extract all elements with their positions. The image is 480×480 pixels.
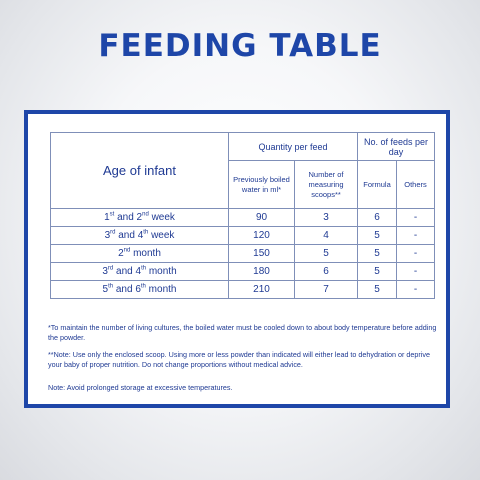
scoops-column-header: Number of measuring scoops**	[293, 160, 359, 209]
water-cell: 90	[228, 208, 295, 227]
age-of-infant-header: Age of infant	[50, 132, 229, 209]
water-cell: 210	[228, 280, 295, 299]
table-row: 1st and 2nd week 90 3 6 -	[50, 208, 436, 227]
quantity-per-feed-header: Quantity per feed	[227, 132, 359, 161]
formula-cell: 5	[357, 280, 398, 299]
age-cell: 2nd month	[50, 244, 229, 263]
storage-note: Note: Avoid prolonged storage at excessi…	[48, 383, 233, 392]
others-cell: -	[396, 280, 436, 299]
formula-cell: 5	[357, 244, 398, 263]
age-cell: 3rd and 4th week	[50, 226, 229, 245]
scoops-cell: 3	[293, 208, 359, 227]
others-cell: -	[396, 208, 436, 227]
table-row: 3rd and 4th week 120 4 5 -	[50, 226, 436, 245]
water-column-header: Previously boiled water in ml*	[228, 160, 295, 209]
table-row: 5th and 6th month 210 7 5 -	[50, 280, 436, 299]
scoops-cell: 7	[293, 280, 359, 299]
table-row: 2nd month 150 5 5 -	[50, 244, 436, 263]
scoops-cell: 6	[293, 262, 359, 281]
scoops-cell: 4	[293, 226, 359, 245]
scoops-cell: 5	[293, 244, 359, 263]
formula-column-header: Formula	[357, 160, 398, 209]
water-cell: 120	[228, 226, 295, 245]
feeding-table: Age of infant Quantity per feed No. of f…	[50, 132, 436, 299]
age-cell: 5th and 6th month	[50, 280, 229, 299]
formula-cell: 5	[357, 262, 398, 281]
water-temperature-note: *To maintain the number of living cultur…	[48, 323, 437, 342]
others-cell: -	[396, 226, 436, 245]
page-title: FEEDING TABLE	[98, 28, 382, 64]
others-column-header: Others	[396, 160, 436, 209]
water-cell: 150	[228, 244, 295, 263]
formula-cell: 5	[357, 226, 398, 245]
water-cell: 180	[228, 262, 295, 281]
scoop-usage-note: **Note: Use only the enclosed scoop. Usi…	[48, 350, 430, 369]
age-cell: 3rd and 4th month	[50, 262, 229, 281]
others-cell: -	[396, 262, 436, 281]
feeds-per-day-header: No. of feeds per day	[357, 132, 436, 161]
formula-cell: 6	[357, 208, 398, 227]
others-cell: -	[396, 244, 436, 263]
age-cell: 1st and 2nd week	[50, 208, 229, 227]
table-row: 3rd and 4th month 180 6 5 -	[50, 262, 436, 281]
